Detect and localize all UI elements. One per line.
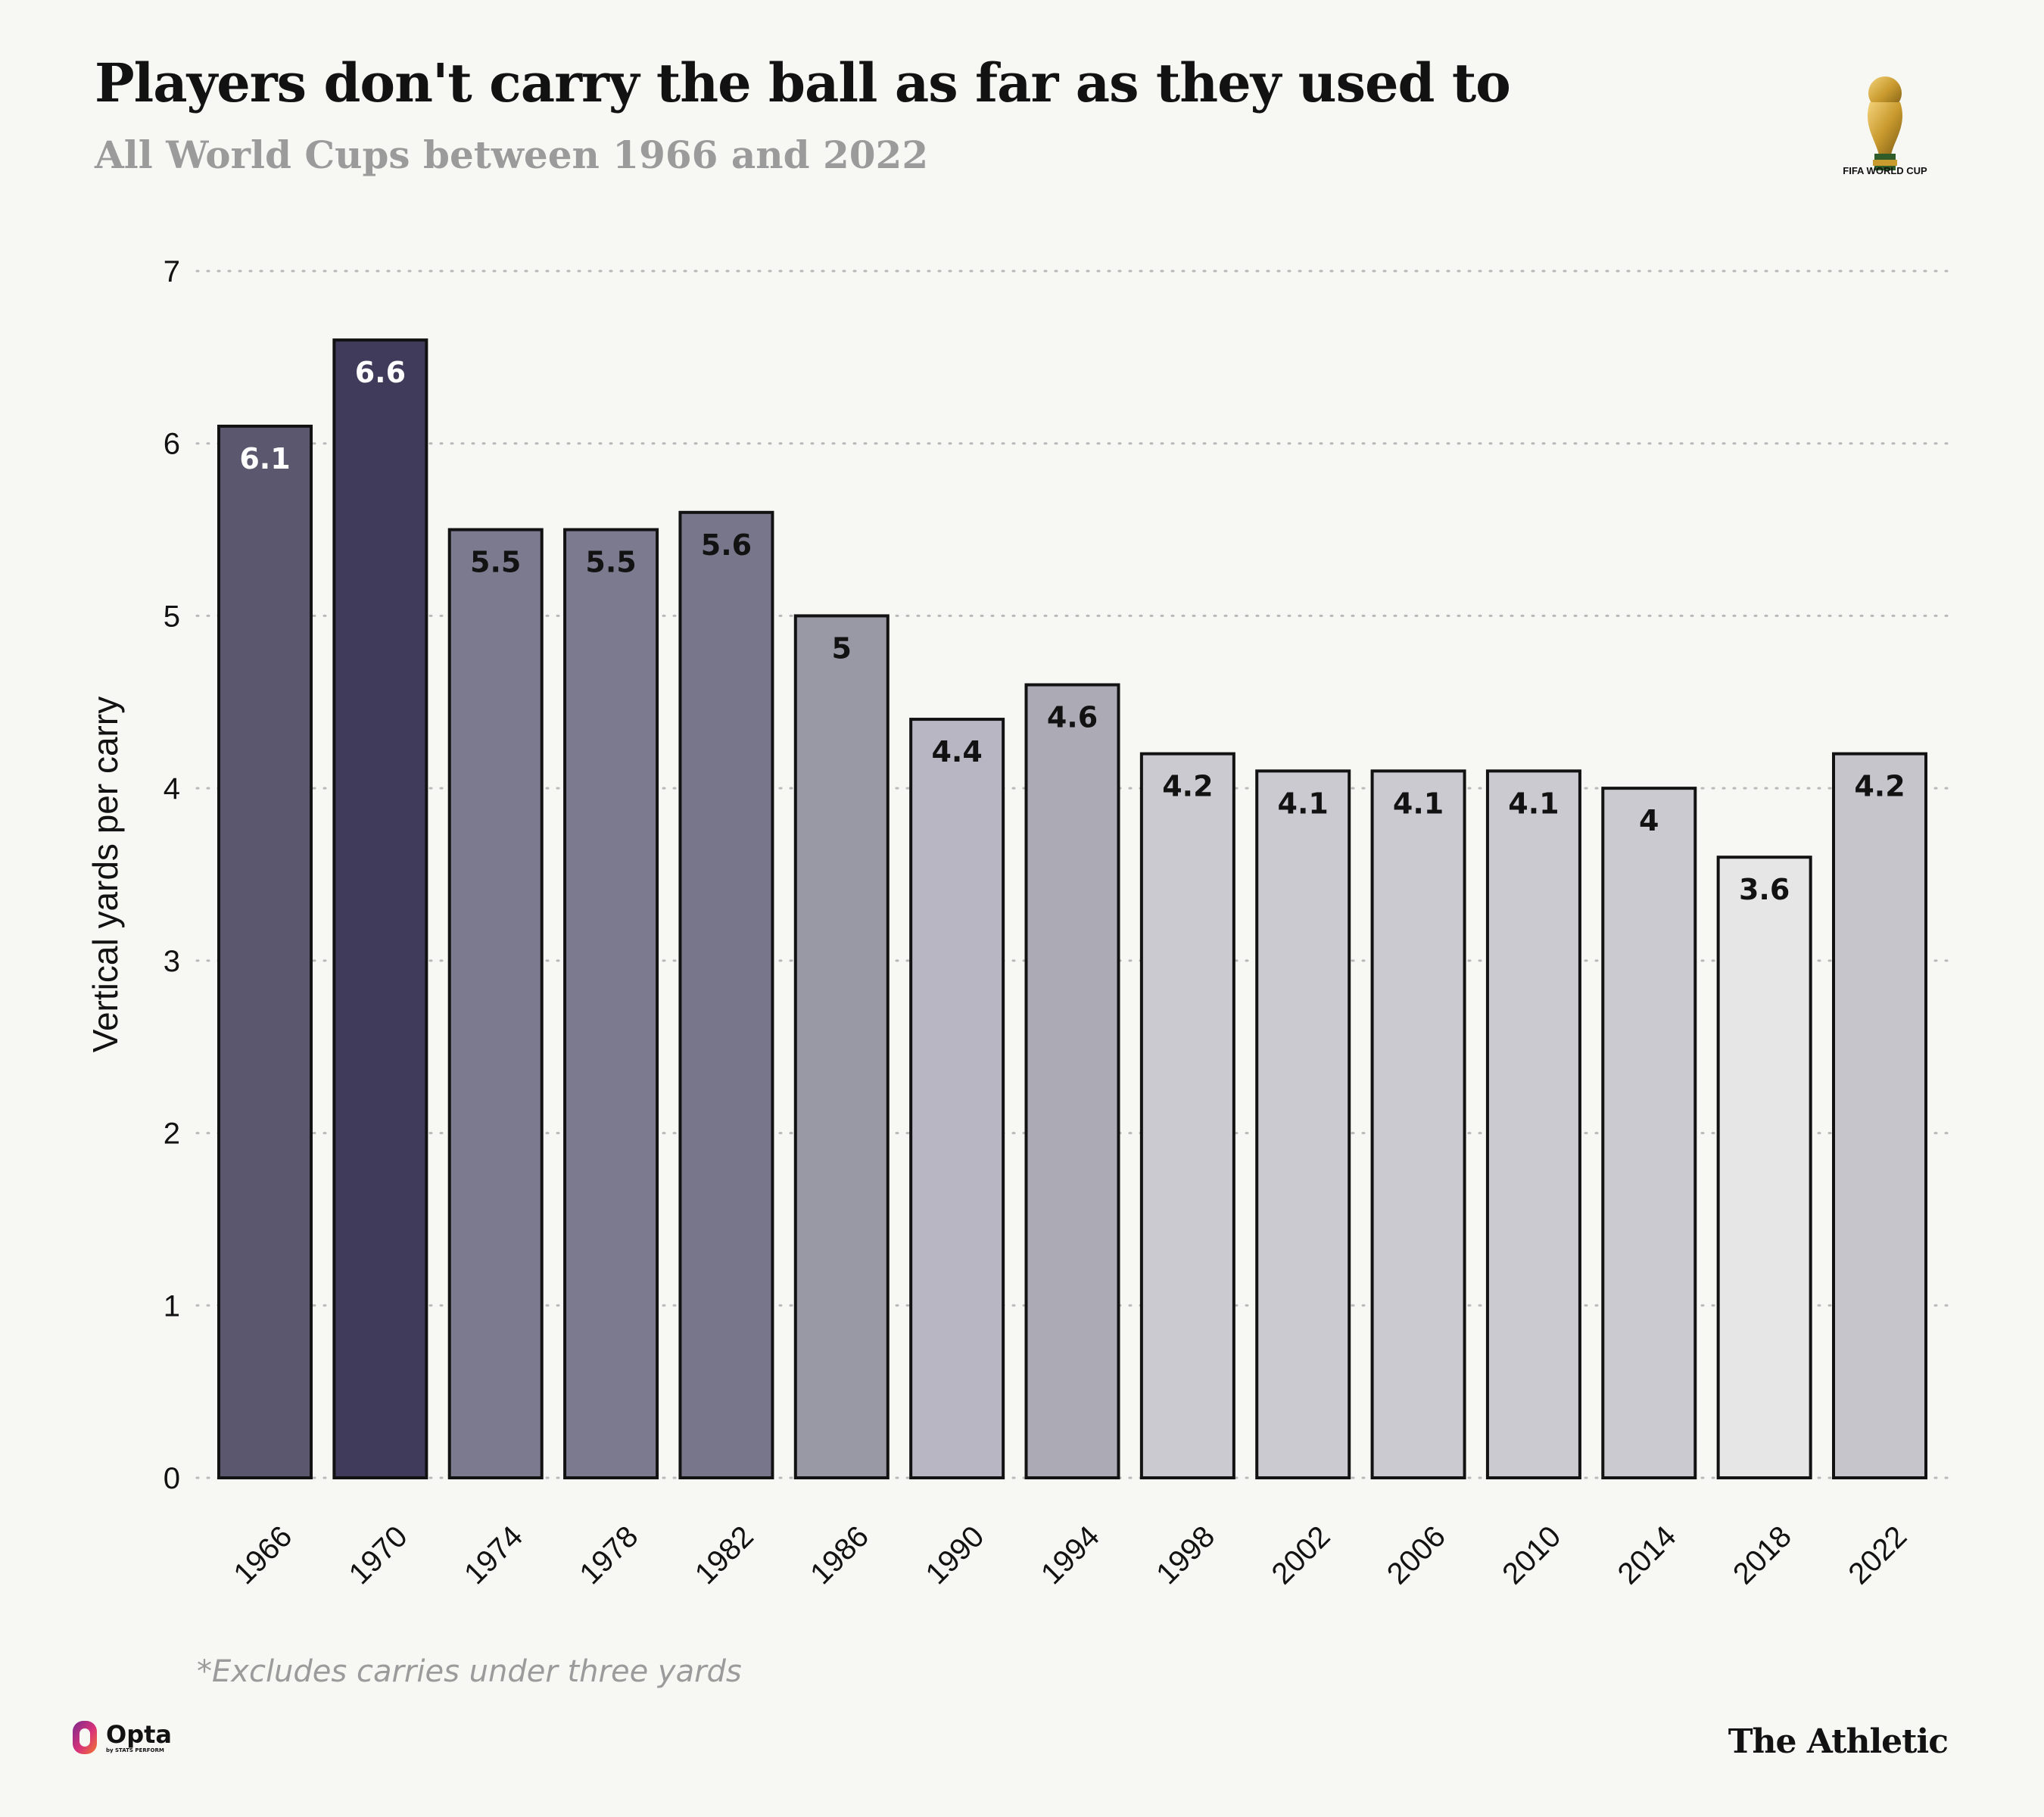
opta-name: Opta — [106, 1719, 172, 1749]
bar-2002 — [1255, 769, 1351, 1479]
y-tick-label: 3 — [164, 945, 180, 978]
opta-logo-icon — [73, 1721, 97, 1754]
bars — [217, 338, 1927, 1480]
chart-subtitle: All World Cups between 1966 and 2022 — [95, 132, 929, 177]
x-tick-label: 1982 — [689, 1519, 760, 1591]
data-label-2014: 4 — [1639, 804, 1659, 837]
footnote: *Excludes carries under three yards — [197, 1654, 742, 1689]
chart-title: Players don't carry the ball as far as t… — [95, 51, 1511, 114]
x-tick-label: 2002 — [1266, 1519, 1337, 1591]
x-axis-ticks: 1966 1970 1974 1978 1982 1986 1990 1994 1998 2002… — [227, 1519, 1913, 1591]
x-tick-label: 1998 — [1150, 1519, 1221, 1591]
fifa-world-cup-trophy-icon — [1868, 76, 1902, 170]
data-label-2002: 4.1 — [1278, 787, 1329, 820]
data-label-1974: 5.5 — [470, 546, 521, 579]
bar-chart: 0 1 2 3 4 5 6 7 6.1 6.6 5.5 5.5 5.6 5 4.4 4.6 4.2 4.1 4.1… — [86, 255, 1955, 1591]
data-label-2010: 4.1 — [1508, 787, 1559, 820]
bar-1994 — [1024, 683, 1120, 1479]
x-tick-label: 2006 — [1381, 1519, 1452, 1591]
data-label-2022: 4.2 — [1854, 770, 1905, 803]
bar-1982 — [678, 510, 774, 1479]
y-tick-label: 6 — [164, 428, 180, 461]
bar-2006 — [1370, 769, 1466, 1479]
data-label-1986: 5 — [832, 631, 852, 665]
bar-2022 — [1832, 752, 1927, 1479]
bar-1974 — [447, 528, 544, 1479]
y-tick-label: 7 — [164, 255, 180, 288]
bar-2018 — [1716, 856, 1812, 1479]
x-tick-label: 2010 — [1496, 1519, 1567, 1591]
data-label-2018: 3.6 — [1739, 873, 1790, 906]
x-tick-label: 1966 — [227, 1519, 298, 1591]
opta-subtitle: by STATS PERFORM — [106, 1747, 164, 1753]
bar-1970 — [332, 338, 428, 1480]
y-tick-label: 5 — [164, 600, 180, 633]
x-tick-label: 1974 — [458, 1519, 529, 1591]
data-label-1970: 6.6 — [355, 356, 406, 389]
x-tick-label: 2018 — [1727, 1519, 1798, 1591]
x-tick-label: 2022 — [1842, 1519, 1913, 1591]
data-label-1998: 4.2 — [1162, 770, 1213, 803]
data-label-2006: 4.1 — [1393, 787, 1444, 820]
y-axis-title: Vertical yards per carry — [86, 697, 125, 1052]
trophy-caption: FIFA WORLD CUP — [1843, 165, 1927, 176]
bar-1978 — [563, 528, 659, 1479]
y-tick-label: 2 — [164, 1117, 180, 1151]
bar-2014 — [1601, 787, 1697, 1479]
bar-2010 — [1485, 769, 1581, 1479]
data-label-1966: 6.1 — [239, 442, 290, 475]
y-axis-ticks: 0 1 2 3 4 5 6 7 — [164, 255, 180, 1495]
y-tick-label: 1 — [164, 1289, 180, 1323]
data-label-1978: 5.5 — [585, 546, 636, 579]
data-labels: 6.1 6.6 5.5 5.5 5.6 5 4.4 4.6 4.2 4.1 4.1 4.1 4 3.6 4.… — [239, 356, 1905, 906]
bar-1986 — [793, 614, 890, 1479]
the-athletic-logo: The Athletic — [1728, 1722, 1949, 1761]
y-tick-label: 4 — [164, 772, 180, 806]
data-label-1994: 4.6 — [1047, 701, 1098, 734]
bar-1990 — [909, 718, 1005, 1479]
x-tick-label: 1978 — [573, 1519, 644, 1591]
bar-1966 — [217, 424, 313, 1479]
x-tick-label: 1990 — [919, 1519, 990, 1591]
data-label-1982: 5.6 — [701, 528, 752, 562]
bar-1998 — [1139, 752, 1235, 1479]
data-label-1990: 4.4 — [931, 735, 982, 768]
opta-logo: Opta by STATS PERFORM — [70, 1715, 172, 1760]
x-tick-label: 1994 — [1035, 1519, 1106, 1591]
x-tick-label: 2014 — [1612, 1519, 1683, 1591]
x-tick-label: 1986 — [804, 1519, 875, 1591]
y-tick-label: 0 — [164, 1462, 180, 1495]
x-tick-label: 1970 — [343, 1519, 414, 1591]
